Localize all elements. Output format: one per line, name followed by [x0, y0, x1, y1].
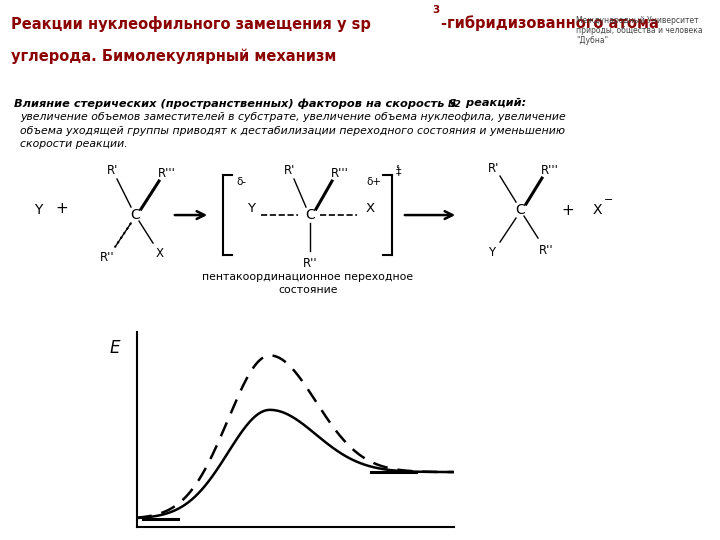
Text: C: C — [130, 208, 140, 222]
Text: +: + — [562, 202, 575, 218]
Text: R'': R'' — [302, 256, 318, 269]
Text: углерода. Бимолекулярный механизм: углерода. Бимолекулярный механизм — [11, 49, 336, 64]
Text: ‡: ‡ — [396, 166, 402, 176]
Text: R'': R'' — [539, 244, 553, 256]
Text: R''': R''' — [158, 166, 176, 180]
Text: R': R' — [488, 161, 500, 174]
Text: E: E — [109, 339, 120, 356]
Text: Международный Университет
природы, общества и человека
"Дубна": Международный Университет природы, общес… — [576, 16, 703, 45]
Text: X: X — [156, 247, 164, 260]
Text: δ-: δ- — [236, 177, 246, 187]
Text: −: − — [604, 195, 613, 205]
Text: R'': R'' — [99, 251, 114, 264]
Text: C: C — [305, 208, 315, 222]
Text: Реакции нуклеофильного замещения у sp: Реакции нуклеофильного замещения у sp — [11, 16, 371, 32]
Text: Y: Y — [488, 246, 495, 259]
Text: ʹ: ʹ — [396, 165, 400, 179]
Text: R''': R''' — [331, 166, 349, 180]
Text: N2: N2 — [448, 100, 462, 109]
Text: C: C — [515, 203, 525, 217]
Text: Y: Y — [34, 203, 42, 217]
Text: реакций:: реакций: — [462, 98, 526, 108]
Text: δ+: δ+ — [366, 177, 382, 187]
Text: пентакоординационное переходное
состояние: пентакоординационное переходное состояни… — [202, 272, 413, 295]
Text: -гибридизованного атома: -гибридизованного атома — [441, 16, 659, 31]
Text: Y: Y — [247, 201, 255, 214]
Text: X: X — [593, 203, 602, 217]
Text: R''': R''' — [541, 164, 559, 177]
Text: увеличение объемов заместителей в субстрате, увеличение объема нуклеофила, увели: увеличение объемов заместителей в субстр… — [20, 112, 566, 149]
Text: Влияние стерических (пространственных) факторов на скорость S: Влияние стерических (пространственных) ф… — [14, 98, 456, 109]
Text: R': R' — [107, 164, 119, 177]
Text: X: X — [366, 201, 374, 214]
Text: +: + — [55, 200, 68, 215]
Text: 3: 3 — [432, 5, 439, 16]
Text: R': R' — [284, 164, 296, 177]
